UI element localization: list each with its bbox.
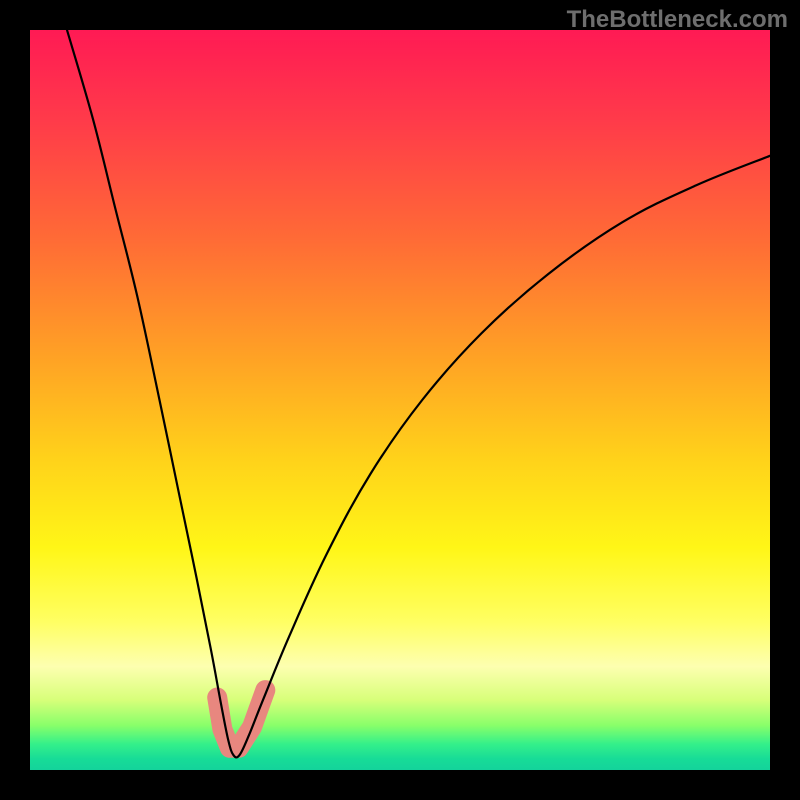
watermark-label: TheBottleneck.com (567, 6, 788, 34)
chart-container: TheBottleneck.com (0, 0, 800, 800)
gradient-background (30, 30, 770, 770)
bottleneck-chart-svg (30, 30, 770, 770)
plot-area (30, 30, 770, 770)
